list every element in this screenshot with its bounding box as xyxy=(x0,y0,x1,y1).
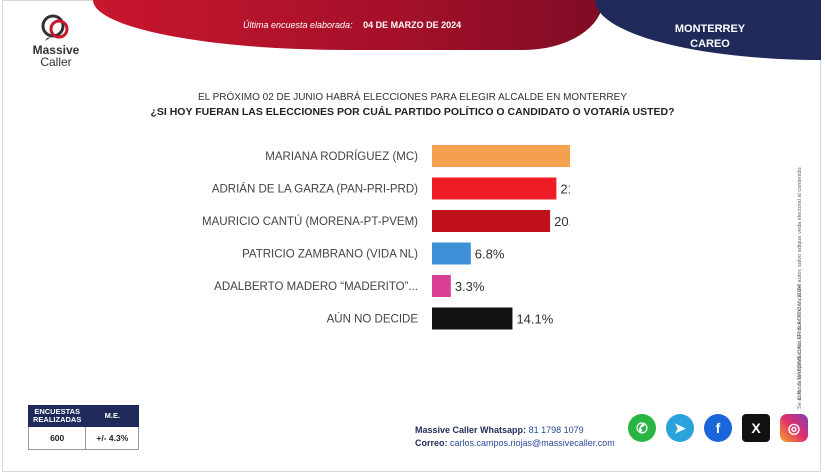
contact-info: Massive Caller Whatsapp: 81 1798 1079 Co… xyxy=(415,424,615,450)
x-icon[interactable]: X xyxy=(742,414,770,442)
mail-address[interactable]: carlos.campos.riojas@massivecaller.com xyxy=(450,438,615,448)
bar xyxy=(432,275,451,297)
social-icons: ✆ ➤ f X ◎ xyxy=(628,414,808,442)
vote-intention-chart: MARIANA RODRÍGUEZ (MC)33.3%ADRIÁN DE LA … xyxy=(202,145,570,330)
value-label: 21.8% xyxy=(560,182,570,197)
surveys-value: 600 xyxy=(27,426,87,450)
surveys-header: ENCUESTAS REALIZADAS xyxy=(27,405,87,427)
value-label: 3.3% xyxy=(455,279,485,294)
logo: Massive Caller xyxy=(28,14,84,68)
bar xyxy=(432,145,570,167)
logo-line1: Massive xyxy=(32,43,80,57)
whatsapp-icon[interactable]: ✆ xyxy=(628,414,656,442)
margin-value: +/- 4.3% xyxy=(85,426,140,450)
category-label: ADRIÁN DE LA GARZA (PAN-PRI-PRD) xyxy=(212,183,418,196)
category-label: ADALBERTO MADERO “MADERITO”... xyxy=(214,281,418,293)
methodology-table: ENCUESTAS REALIZADAS M.E. 600 +/- 4.3% xyxy=(27,405,140,450)
instagram-icon[interactable]: ◎ xyxy=(780,414,808,442)
facebook-icon[interactable]: f xyxy=(704,414,732,442)
value-label: 6.8% xyxy=(475,247,505,262)
bar xyxy=(432,242,471,265)
value-label: 20.7% xyxy=(554,214,570,229)
survey-date-value: 04 DE MARZO DE 2024 xyxy=(363,20,462,30)
value-label: 14.1% xyxy=(516,312,553,327)
whatsapp-number[interactable]: 81 1798 1079 xyxy=(528,425,584,435)
region-title: MONTERREY CAREO xyxy=(660,22,760,52)
category-label: MAURICIO CANTÚ (MORENA-PT-PVEM) xyxy=(202,215,418,228)
category-label: MARIANA RODRÍGUEZ (MC) xyxy=(265,150,418,163)
mail-label: Correo: xyxy=(415,438,448,448)
margin-header: M.E. xyxy=(85,405,140,427)
region-line1: MONTERREY xyxy=(674,23,746,35)
category-label: AÚN NO DECIDE xyxy=(327,313,419,326)
region-line2: CAREO xyxy=(690,38,730,50)
question-main: ¿SI HOY FUERAN LAS ELECCIONES POR CUÁL P… xyxy=(150,106,675,118)
logo-line2: Caller xyxy=(40,55,72,69)
side-note: D.R.: © MASSIVE CALLER S.A DE C.V., 2024… xyxy=(797,100,806,409)
telegram-icon[interactable]: ➤ xyxy=(666,414,694,442)
whatsapp-label: Massive Caller Whatsapp: xyxy=(415,425,527,435)
bar xyxy=(432,307,513,330)
survey-date-label: Última encuesta elaborada: xyxy=(243,20,353,30)
category-label: PATRICIO ZAMBRANO (VIDA NL) xyxy=(242,249,418,261)
side-note-line2: Se autoriza la reproducción al hacer ref… xyxy=(797,165,803,409)
logo-icon xyxy=(41,14,69,41)
question-intro: EL PRÓXIMO 02 DE JUNIO HABRÁ ELECCIONES … xyxy=(197,92,627,103)
bar xyxy=(432,210,551,232)
bar xyxy=(432,177,557,200)
survey-date: Última encuesta elaborada: 04 DE MARZO D… xyxy=(243,20,461,30)
